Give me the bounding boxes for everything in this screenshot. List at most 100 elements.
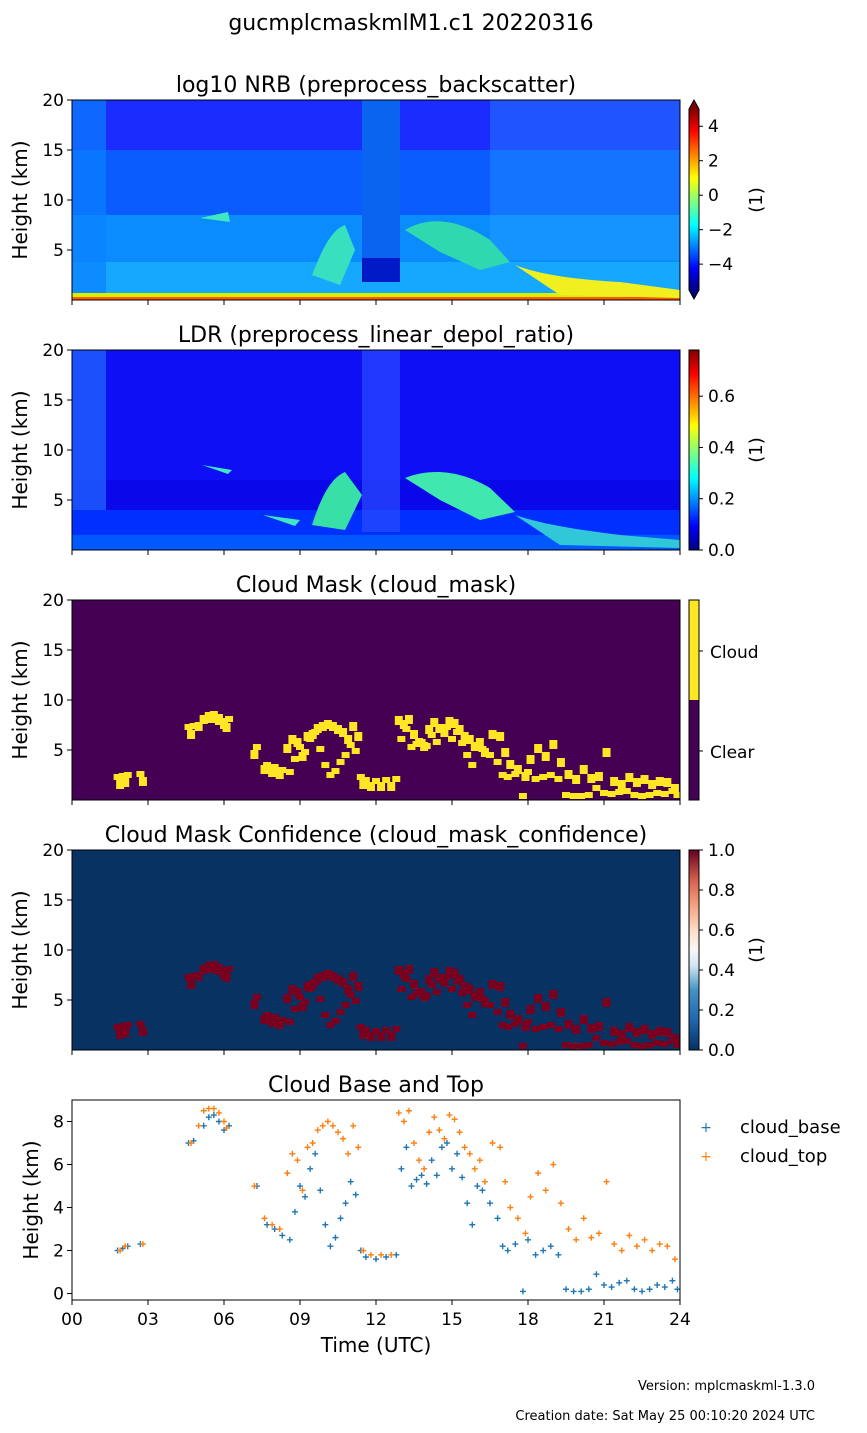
cloud-cell (640, 1025, 649, 1034)
colorbar-tick-label: 0.0 (708, 1041, 735, 1061)
x-tick-label: 03 (137, 1310, 159, 1330)
cloud_top-point (611, 1241, 618, 1248)
colorbar-tick-label: 0.4 (708, 961, 735, 981)
y-tick-label: 15 (42, 141, 64, 161)
x-tick-label: 24 (669, 1310, 691, 1330)
cloud-cell (425, 975, 434, 984)
cloud_top-point (215, 1109, 222, 1116)
cloud_base-point (362, 1253, 369, 1260)
panel-ldr-title: LDR (preprocess_linear_depol_ratio) (178, 323, 574, 348)
cloud-cell (344, 735, 353, 744)
cloud-cell (622, 788, 631, 794)
cloud_base-point (525, 1236, 531, 1243)
cloud-cell (285, 1019, 294, 1025)
cloud-cell (318, 722, 327, 731)
y-tick-label: 0 (53, 1285, 64, 1305)
cloud-cell (313, 974, 322, 983)
cloud-cell (404, 965, 413, 974)
x-tick-label: 06 (213, 1310, 235, 1330)
cloud-cell (420, 992, 429, 1001)
cloud-cell (632, 778, 641, 787)
cloud-cell (288, 985, 297, 994)
cloud-cell (116, 1030, 125, 1039)
cloud_base-point (555, 1251, 562, 1258)
cloud_base-point (438, 1144, 445, 1151)
nrb-heatmap-image (72, 100, 680, 300)
cloud-cell (564, 1020, 573, 1029)
cloud_top-point (471, 1165, 478, 1172)
x-tick-label: 15 (441, 1310, 463, 1330)
cloud-cell (123, 772, 132, 778)
cloud-cell (496, 732, 505, 741)
cloud-cell (199, 965, 208, 974)
cloud-cell (298, 1002, 307, 1011)
cloud_base-point (674, 1286, 681, 1293)
confidence-colorbar-label: (1) (746, 937, 767, 963)
cloud-cell (372, 778, 380, 784)
cloud_base-point (408, 1183, 415, 1190)
cloud-cell (260, 765, 269, 774)
cloud_top-point (360, 1247, 367, 1254)
cloud-cell (392, 1026, 401, 1032)
cloud-cell (546, 772, 555, 778)
cloud-cell (331, 768, 340, 774)
y-tick-label: 10 (42, 441, 64, 461)
cloud_base-point (200, 1122, 207, 1129)
cloud-cell (435, 724, 444, 733)
cloud-cell (430, 968, 439, 977)
cloud-cell (607, 791, 616, 797)
cloud-cell (323, 970, 332, 979)
cloud_base-point (454, 1150, 461, 1157)
cloud_base-point (327, 1243, 334, 1250)
cloud-cell (442, 974, 451, 980)
cloud-cell (344, 985, 353, 994)
y-tick-label: 20 (42, 841, 64, 861)
cloud-cell (488, 980, 497, 989)
cloud-cell (252, 994, 261, 1000)
cloud-cell (359, 780, 368, 789)
panel-cloud-mask-y-axis: 5 10 15 20 (42, 591, 72, 761)
cloud-cell (458, 990, 467, 996)
cloud-cell (625, 1023, 634, 1032)
cloud-cell (455, 725, 464, 734)
cloud-cell (655, 1027, 664, 1036)
cloud-cell (404, 715, 413, 724)
cloud-cell (503, 1024, 512, 1030)
cloud-cell (334, 975, 342, 984)
cloud_top-point (456, 1129, 463, 1136)
cloud_base-point (428, 1157, 435, 1164)
cloud_top-point (117, 1247, 124, 1254)
cloud-cell (549, 990, 558, 999)
cloud-cell (625, 773, 634, 782)
cloud-cell (549, 740, 558, 749)
x-tick-label: 18 (517, 1310, 539, 1330)
ldr-colorbar: 0.0 0.2 0.4 0.6 (1) (688, 349, 767, 561)
cloud-cell (349, 972, 358, 981)
cloud-cell (250, 1000, 259, 1009)
cloud-cell (336, 759, 345, 765)
cloud-cell (392, 776, 401, 782)
cloud-cell (572, 1025, 581, 1034)
cloud-cell (425, 725, 434, 734)
cloud-cell (420, 742, 429, 751)
colorbar-tick-label: 0.6 (708, 387, 735, 407)
cloud-cell (346, 992, 355, 998)
cloud-cell (648, 780, 657, 789)
cloud_top-point (388, 1251, 395, 1258)
cloud-cell (556, 758, 565, 767)
cloud_top-point (641, 1236, 648, 1243)
cloud-mask-colorbar-clear: Clear (710, 743, 754, 763)
cloud_top-point (550, 1161, 557, 1168)
cloud-cell (556, 1008, 565, 1017)
cloud_base-point (474, 1183, 481, 1190)
cloud_base-point (443, 1140, 450, 1147)
panel-ldr-ylabel: Height (km) (8, 390, 32, 509)
cloud-cell (138, 777, 147, 786)
cloud-cell (415, 738, 424, 747)
panel-base-top-y-axis: 0 2 4 6 8 (53, 1113, 72, 1305)
cloud-cell (554, 776, 563, 782)
cloud_top-point (289, 1150, 296, 1157)
cloud_base-point (398, 1165, 405, 1172)
cloud-mask-heatmap-image (72, 600, 680, 800)
